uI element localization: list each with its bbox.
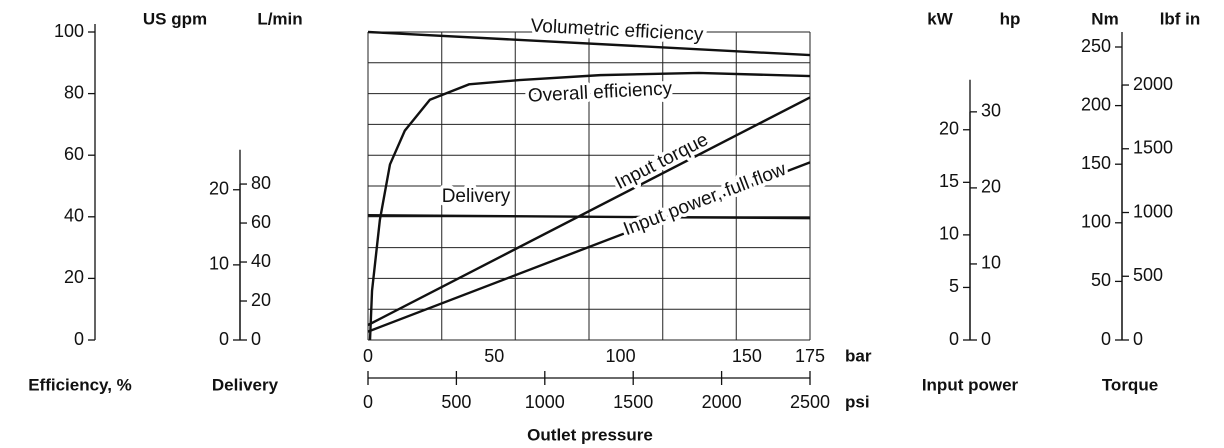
y-tick-label: 10 bbox=[939, 224, 959, 244]
x-tick-label: 0 bbox=[363, 346, 373, 366]
y-tick-label: 0 bbox=[1101, 329, 1111, 349]
y-tick-label: 20 bbox=[981, 177, 1001, 197]
unit-label: hp bbox=[1000, 9, 1021, 28]
x2-tick-label: 500 bbox=[441, 392, 471, 412]
x2-tick-label: 1500 bbox=[613, 392, 653, 412]
y-tick-label: 60 bbox=[251, 212, 271, 232]
y-tick-label: 0 bbox=[1133, 329, 1143, 349]
curve bbox=[367, 161, 811, 333]
x2-tick-label: 0 bbox=[363, 392, 373, 412]
y-tick-label: 0 bbox=[251, 329, 261, 349]
y-tick-label: 80 bbox=[64, 82, 84, 102]
x2-unit: psi bbox=[845, 392, 870, 411]
y-tick-label: 100 bbox=[54, 21, 84, 41]
x-unit: bar bbox=[845, 346, 872, 365]
x-axis-label: Outlet pressure bbox=[527, 425, 653, 444]
unit-label: L/min bbox=[257, 9, 302, 28]
y-tick-label: 20 bbox=[251, 290, 271, 310]
y-tick-label: 40 bbox=[64, 206, 84, 226]
curve bbox=[367, 214, 811, 220]
x-tick-label: 175 bbox=[795, 346, 825, 366]
y-tick-label: 100 bbox=[1081, 212, 1111, 232]
axis-label: Input power bbox=[922, 375, 1019, 394]
y-tick-label: 0 bbox=[74, 329, 84, 349]
y-tick-label: 150 bbox=[1081, 153, 1111, 173]
x2-tick-label: 2500 bbox=[790, 392, 830, 412]
y-tick-label: 20 bbox=[939, 119, 959, 139]
y-tick-label: 15 bbox=[939, 171, 959, 191]
y-tick-label: 80 bbox=[251, 173, 271, 193]
x-tick-label: 150 bbox=[732, 346, 762, 366]
curve-label: Input torque bbox=[612, 129, 712, 194]
curve-label: Overall efficiency bbox=[527, 78, 673, 107]
unit-label: US gpm bbox=[143, 9, 207, 28]
y-tick-label: 50 bbox=[1091, 270, 1111, 290]
y-tick-label: 10 bbox=[981, 253, 1001, 273]
y-tick-label: 60 bbox=[64, 144, 84, 164]
y-tick-label: 20 bbox=[64, 267, 84, 287]
y-tick-label: 20 bbox=[209, 179, 229, 199]
y-tick-label: 1000 bbox=[1133, 201, 1173, 221]
curve bbox=[367, 30, 811, 57]
curve-label: Delivery bbox=[442, 186, 511, 207]
y-tick-label: 1500 bbox=[1133, 138, 1173, 158]
y-tick-label: 500 bbox=[1133, 265, 1163, 285]
y-tick-label: 2000 bbox=[1133, 74, 1173, 94]
axis-label: Torque bbox=[1102, 375, 1158, 394]
y-tick-label: 30 bbox=[981, 101, 1001, 121]
unit-label: lbf in bbox=[1160, 9, 1201, 28]
axis-label: Delivery bbox=[212, 375, 279, 394]
y-tick-label: 250 bbox=[1081, 36, 1111, 56]
y-tick-label: 0 bbox=[949, 329, 959, 349]
x-tick-label: 50 bbox=[484, 346, 504, 366]
x2-tick-label: 2000 bbox=[702, 392, 742, 412]
unit-label: Nm bbox=[1091, 9, 1118, 28]
x2-tick-label: 1000 bbox=[525, 392, 565, 412]
y-tick-label: 0 bbox=[219, 329, 229, 349]
y-tick-label: 200 bbox=[1081, 94, 1111, 114]
y-tick-label: 40 bbox=[251, 251, 271, 271]
curve bbox=[368, 71, 811, 341]
axis-label: Efficiency, % bbox=[28, 375, 132, 394]
y-tick-label: 5 bbox=[949, 276, 959, 296]
x-tick-label: 100 bbox=[606, 346, 636, 366]
curve bbox=[367, 96, 811, 327]
unit-label: kW bbox=[927, 9, 953, 28]
y-tick-label: 10 bbox=[209, 254, 229, 274]
y-tick-label: 0 bbox=[981, 329, 991, 349]
